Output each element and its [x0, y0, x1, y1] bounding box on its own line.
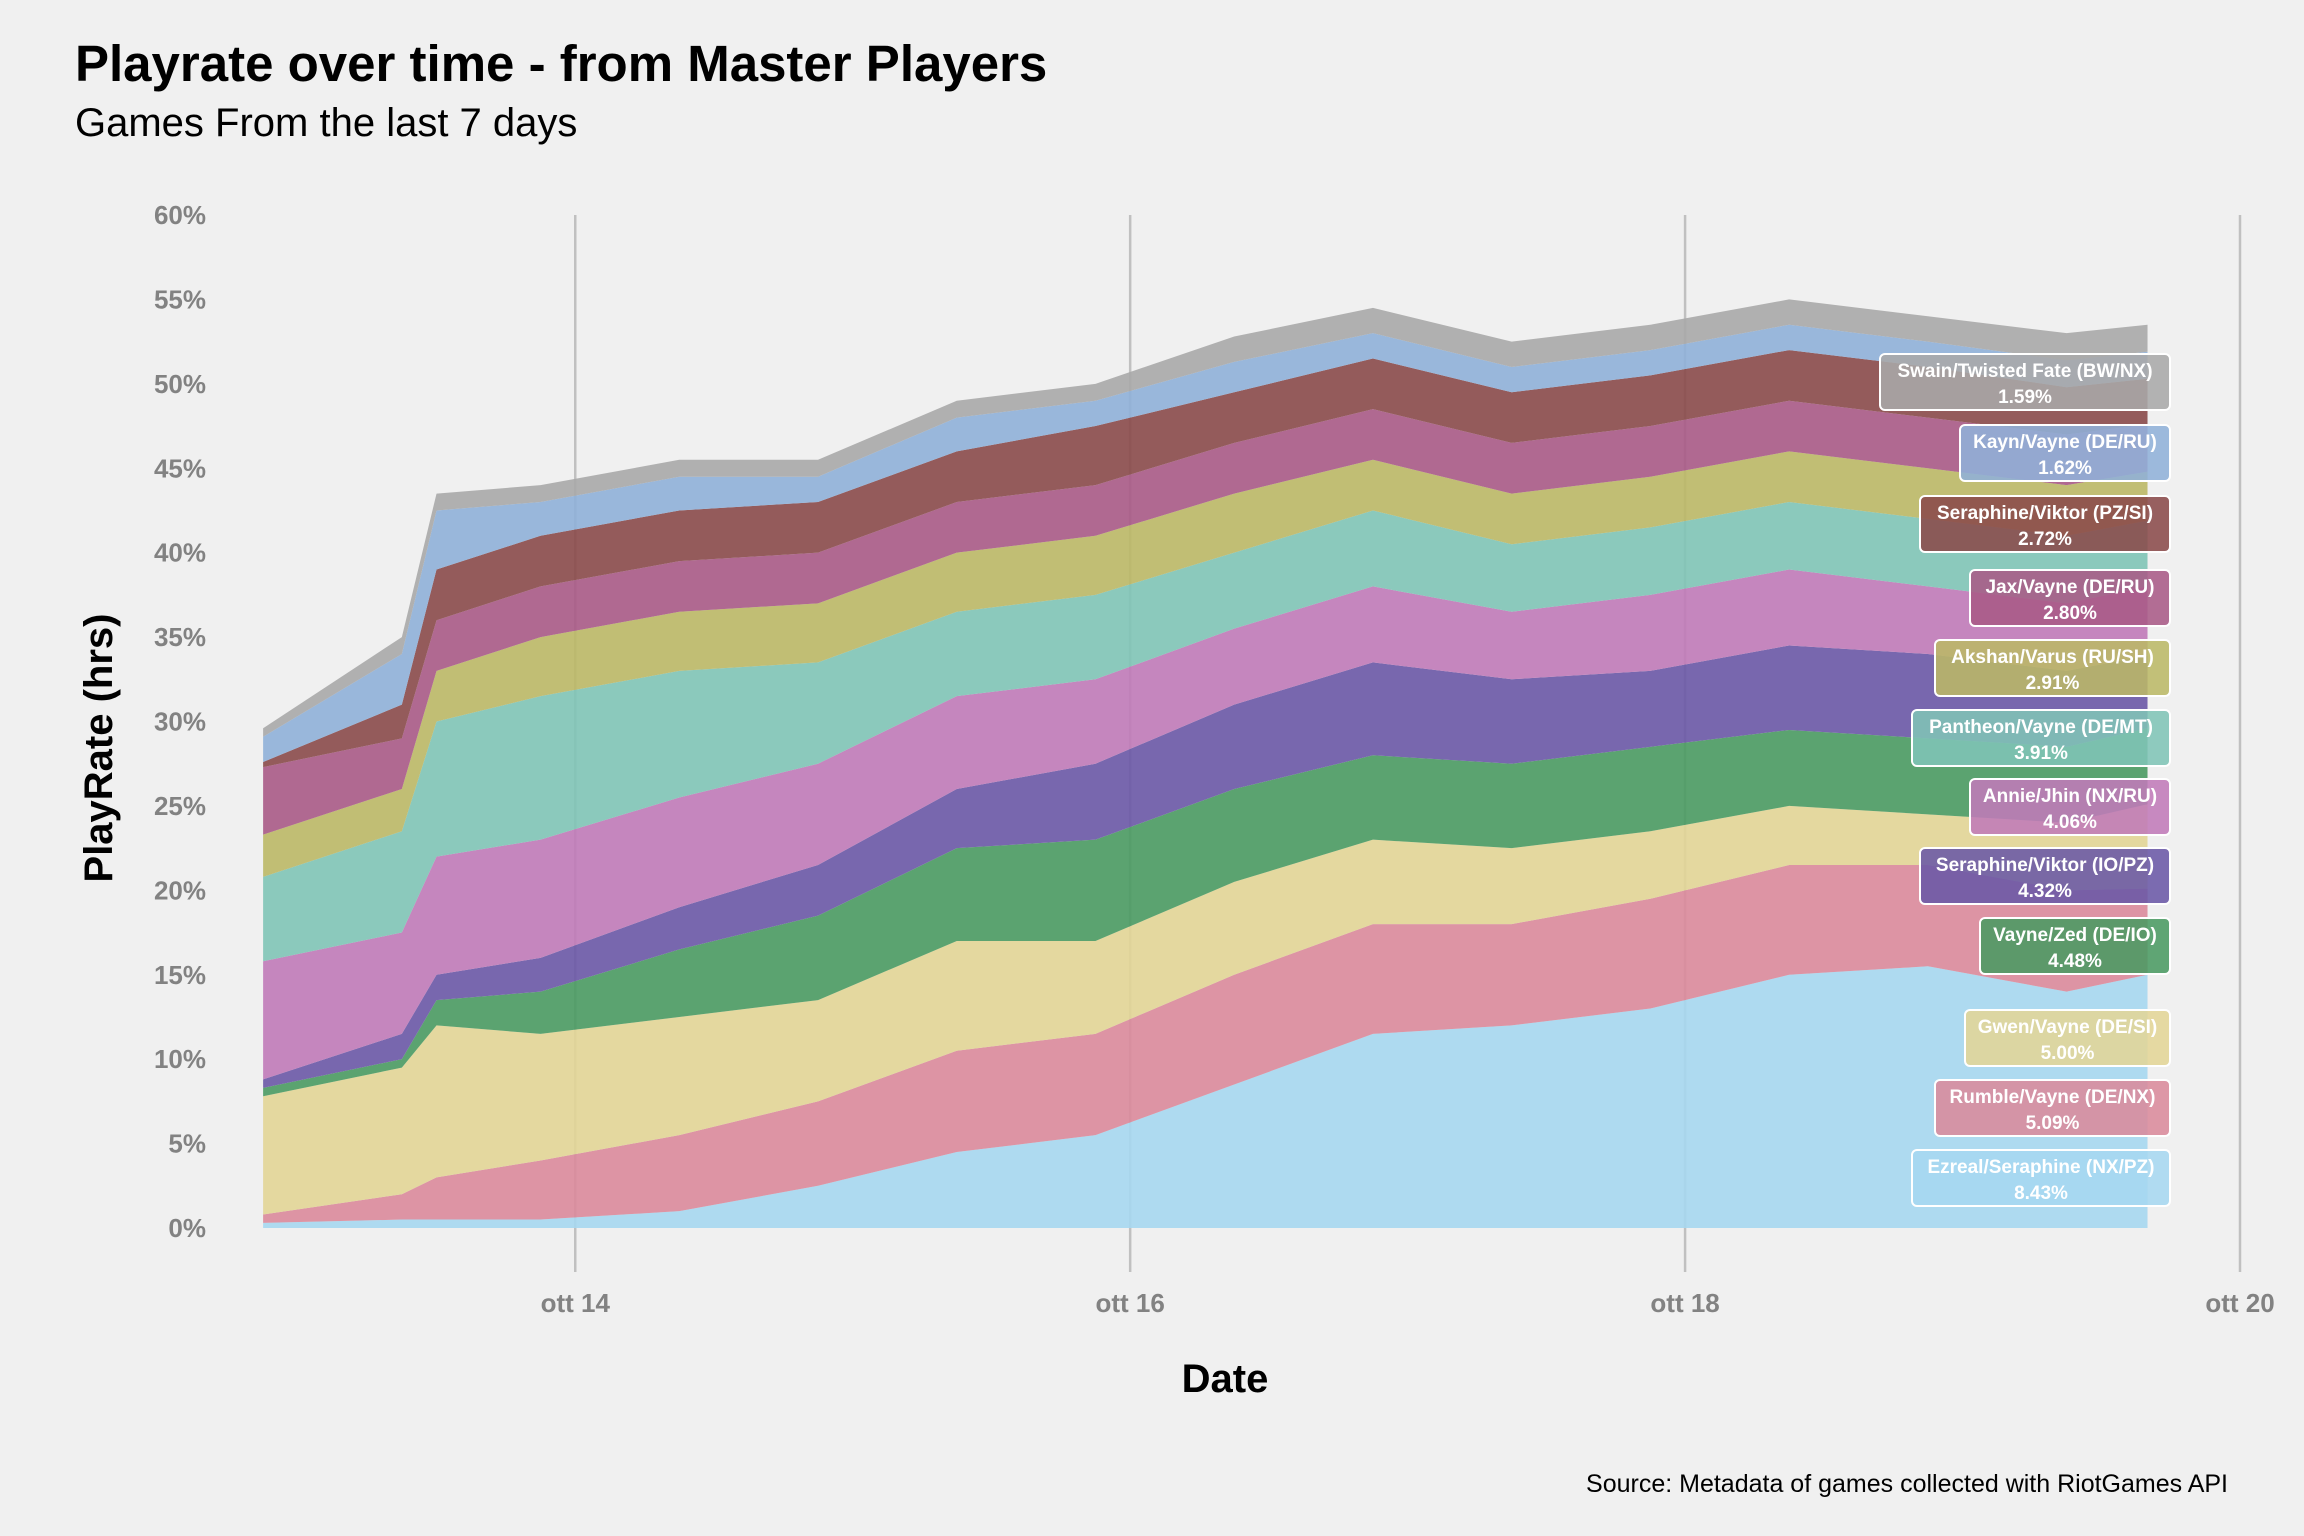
series-label-2: Gwen/Vayne (DE/SI) 5.00%	[1964, 1009, 2171, 1067]
series-label-value: 1.62%	[2038, 458, 2092, 479]
y-tick-label: 25%	[154, 791, 206, 821]
series-label-box	[1911, 1149, 2171, 1207]
series-label-name: Vayne/Zed (DE/IO)	[1993, 925, 2157, 946]
area-series-7	[263, 451, 2148, 877]
area-series-0	[263, 966, 2148, 1228]
series-label-value: 1.59%	[1998, 387, 2052, 408]
x-axis-tick-labels: ott 14 ott 16 ott 18 ott 20	[541, 1288, 2275, 1318]
series-label-name: Seraphine/Viktor (IO/PZ)	[1936, 855, 2154, 876]
area-series-5	[263, 569, 2148, 1080]
series-label-name: Kayn/Vayne (DE/RU)	[1973, 432, 2157, 453]
series-labels: Ezreal/Seraphine (NX/PZ) 8.43% Rumble/Vayn…	[1879, 353, 2171, 1207]
series-label-10: Kayn/Vayne (DE/RU) 1.62%	[1959, 424, 2171, 482]
series-label-value: 3.91%	[2014, 743, 2068, 764]
series-label-9: Seraphine/Viktor (PZ/SI) 2.72%	[1919, 495, 2171, 553]
series-label-name: Rumble/Vayne (DE/NX)	[1950, 1087, 2156, 1108]
series-label-box	[1969, 569, 2171, 627]
series-label-7: Akshan/Varus (RU/SH) 2.91%	[1934, 639, 2171, 697]
series-label-value: 4.48%	[2048, 951, 2102, 972]
area-series-1	[263, 865, 2148, 1223]
series-label-1: Rumble/Vayne (DE/NX) 5.09%	[1934, 1079, 2171, 1137]
y-tick-label: 40%	[154, 538, 206, 568]
y-axis-tick-labels: 0% 5% 10% 15% 20% 25% 30% 35% 40% 45% 50% 55% 60%	[154, 200, 206, 1243]
series-label-box	[1979, 917, 2171, 975]
x-tick-label: ott 16	[1096, 1288, 1165, 1318]
series-label-value: 4.06%	[2043, 812, 2097, 833]
series-label-name: Ezreal/Seraphine (NX/PZ)	[1927, 1157, 2154, 1178]
series-label-box	[1969, 778, 2171, 836]
series-label-name: Akshan/Varus (RU/SH)	[1951, 647, 2154, 668]
area-series-2	[263, 804, 2148, 1215]
series-label-0: Ezreal/Seraphine (NX/PZ) 8.43%	[1911, 1149, 2171, 1207]
series-label-box	[1919, 847, 2171, 905]
series-label-name: Seraphine/Viktor (PZ/SI)	[1937, 503, 2153, 524]
series-label-value: 5.00%	[2041, 1043, 2095, 1064]
series-label-value: 2.80%	[2043, 603, 2097, 624]
chart-subtitle: Games From the last 7 days	[75, 101, 578, 145]
series-label-value: 8.43%	[2014, 1183, 2068, 1204]
series-label-5: Annie/Jhin (NX/RU) 4.06%	[1969, 778, 2171, 836]
series-label-box	[1879, 353, 2171, 411]
series-label-value: 4.32%	[2018, 881, 2072, 902]
series-label-box	[1919, 495, 2171, 553]
y-tick-label: 20%	[154, 875, 206, 905]
area-series-3	[263, 728, 2148, 1097]
x-tick-label: ott 18	[1650, 1288, 1719, 1318]
x-axis-title: Date	[1182, 1357, 1269, 1401]
y-tick-label: 5%	[168, 1129, 206, 1159]
series-label-3: Vayne/Zed (DE/IO) 4.48%	[1979, 917, 2171, 975]
y-tick-label: 15%	[154, 960, 206, 990]
series-label-4: Seraphine/Viktor (IO/PZ) 4.32%	[1919, 847, 2171, 905]
area-series	[263, 299, 2148, 1228]
series-label-value: 5.09%	[2026, 1113, 2080, 1134]
series-label-value: 2.91%	[2026, 673, 2080, 694]
y-tick-label: 55%	[154, 284, 206, 314]
y-tick-label: 45%	[154, 453, 206, 483]
y-tick-label: 35%	[154, 622, 206, 652]
y-tick-label: 30%	[154, 707, 206, 737]
series-label-11: Swain/Twisted Fate (BW/NX) 1.59%	[1879, 353, 2171, 411]
chart-title: Playrate over time - from Master Players	[75, 35, 1048, 92]
series-label-6: Pantheon/Vayne (DE/MT) 3.91%	[1911, 709, 2171, 767]
series-label-name: Swain/Twisted Fate (BW/NX)	[1897, 361, 2152, 382]
y-tick-label: 60%	[154, 200, 206, 230]
y-tick-label: 10%	[154, 1044, 206, 1074]
series-label-box	[1911, 709, 2171, 767]
y-tick-label: 50%	[154, 369, 206, 399]
x-tick-label: ott 20	[2205, 1288, 2274, 1318]
x-tick-label: ott 14	[541, 1288, 611, 1318]
series-label-name: Gwen/Vayne (DE/SI)	[1978, 1017, 2158, 1038]
series-label-box	[1934, 1079, 2171, 1137]
series-label-box	[1964, 1009, 2171, 1067]
series-label-box	[1959, 424, 2171, 482]
area-series-11	[263, 299, 2148, 737]
chart-caption: Source: Metadata of games collected with…	[1586, 1470, 2228, 1498]
series-label-name: Jax/Vayne (DE/RU)	[1986, 577, 2155, 598]
series-label-name: Annie/Jhin (NX/RU)	[1983, 786, 2157, 807]
series-label-name: Pantheon/Vayne (DE/MT)	[1929, 717, 2153, 738]
series-label-value: 2.72%	[2018, 529, 2072, 550]
y-tick-label: 0%	[168, 1213, 206, 1243]
y-axis-title: PlayRate (hrs)	[77, 614, 121, 883]
series-label-8: Jax/Vayne (DE/RU) 2.80%	[1969, 569, 2171, 627]
series-label-box	[1934, 639, 2171, 697]
